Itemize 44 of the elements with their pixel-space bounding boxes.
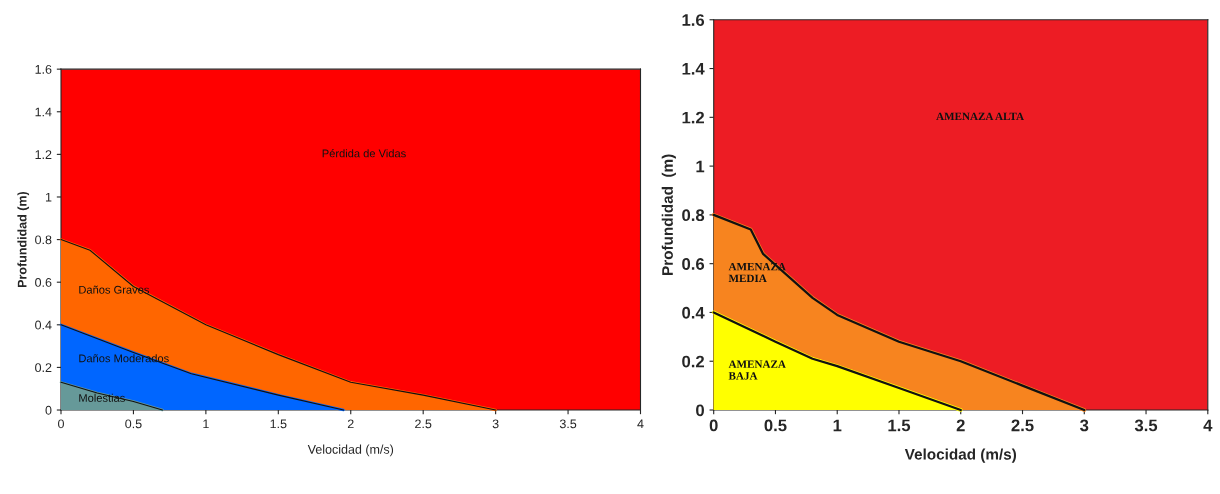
x-tick-label: 0 [58, 419, 64, 429]
y-tick-label: 0.6 [682, 258, 705, 270]
y-tick-label: 1 [696, 160, 705, 173]
y-tick-label: 0 [696, 404, 704, 417]
y-tick-label: 0 [45, 405, 52, 415]
x-tick-label: 4 [637, 419, 644, 429]
y-tick-label: 0.8 [682, 209, 705, 222]
band-label: Pérdida de Vidas [322, 149, 406, 158]
y-tick-label: 1.6 [35, 64, 52, 74]
x-tick-label: 1 [833, 419, 842, 432]
x-tick-label: 0.5 [764, 419, 787, 432]
x-tick-label: 4 [1203, 419, 1213, 432]
x-axis-title: Velocidad (m/s) [904, 448, 1017, 463]
y-tick-label: 1.2 [35, 150, 52, 159]
x-tick-label: 2 [956, 419, 965, 432]
series-label: AMENAZA BAJA [728, 360, 786, 380]
y-axis-title: Profundidad (m) [17, 191, 30, 288]
x-tick-label: 3.5 [1134, 419, 1158, 432]
x-tick-label: 1 [203, 419, 209, 429]
x-axis-title: Velocidad (m/s) [307, 444, 394, 457]
x-tick-label: 0 [709, 419, 718, 432]
x-tick-label: 3.5 [559, 419, 577, 429]
y-tick-label: 0.8 [35, 235, 52, 245]
band-label: AMENAZA ALTA [936, 112, 1024, 120]
y-tick-label: 1.4 [35, 107, 52, 117]
x-tick-label: 0.5 [125, 419, 142, 429]
x-tick-label: 2 [347, 419, 354, 429]
x-tick-label: 1.5 [270, 419, 287, 429]
y-axis-title: Profundidad (m) [661, 154, 676, 275]
y-tick-label: 1 [45, 192, 52, 202]
x-tick-label: 2.5 [1011, 419, 1034, 432]
x-tick-label: 3 [492, 419, 499, 429]
y-tick-label: 1.4 [682, 63, 705, 75]
y-tick-label: 1.2 [682, 111, 705, 124]
series-label: Molestias [79, 393, 125, 402]
y-tick-label: 0.4 [682, 306, 705, 319]
y-tick-label: 0.6 [35, 278, 52, 287]
x-tick-label: 3 [1080, 419, 1089, 432]
x-tick-label: 2.5 [415, 419, 432, 429]
y-tick-label: 0.4 [35, 320, 52, 330]
y-tick-label: 1.6 [682, 14, 705, 26]
y-tick-label: 0.2 [682, 355, 705, 368]
y-tick-label: 0.2 [35, 363, 52, 373]
x-tick-label: 1.5 [888, 419, 911, 432]
